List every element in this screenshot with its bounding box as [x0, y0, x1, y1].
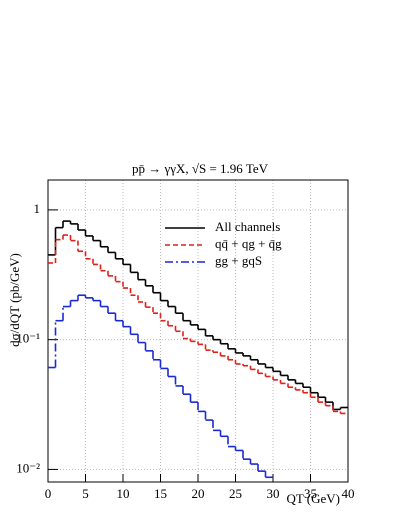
x-axis-label: QT (GeV) [286, 491, 340, 506]
x-tick-label: 0 [45, 486, 52, 501]
y-tick-label: 10⁻¹ [16, 331, 40, 346]
x-tick-label: 30 [267, 486, 280, 501]
x-tick-label: 20 [192, 486, 205, 501]
legend-label: qq̄ + qg + q̄g [215, 236, 282, 251]
y-tick-label: 1 [34, 201, 41, 216]
x-tick-label: 5 [82, 486, 89, 501]
x-tick-label: 35 [304, 486, 317, 501]
x-tick-label: 25 [229, 486, 242, 501]
x-tick-label: 10 [117, 486, 130, 501]
y-tick-label: 10⁻² [16, 460, 40, 475]
legend-label: gg + gqS [215, 253, 262, 268]
legend-label: All channels [215, 219, 280, 234]
chart-title: pp̄ → γγX, √S = 1.96 TeV [132, 161, 269, 176]
x-tick-label: 15 [154, 486, 167, 501]
y-axis-label: dσ/dQT (pb/GeV) [7, 253, 22, 347]
x-tick-label: 40 [342, 486, 355, 501]
plot-frame [47, 179, 349, 483]
